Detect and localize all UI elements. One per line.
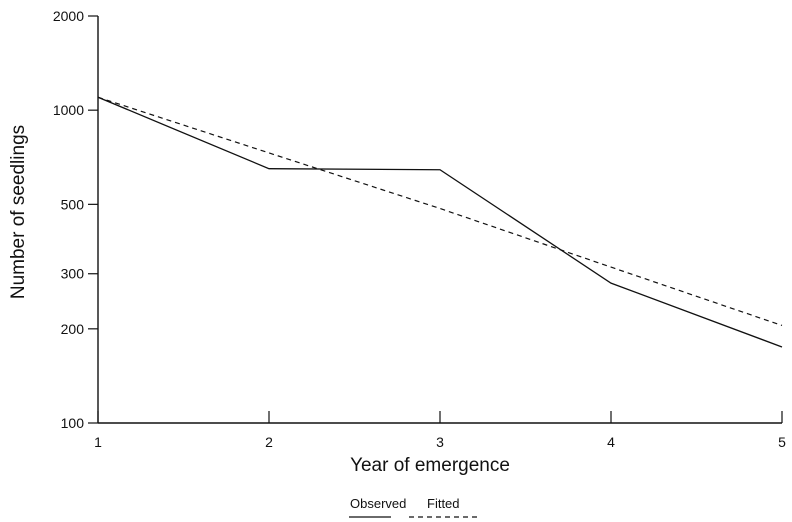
- y-tick-label-1000: 1000: [53, 102, 84, 118]
- x-ticks-layer: 1 2 3 4 5: [94, 411, 786, 450]
- x-tick-label-1: 1: [94, 434, 102, 450]
- legend-fitted-label: Fitted: [427, 496, 460, 511]
- axes-layer: [97, 16, 782, 424]
- y-tick-label-500: 500: [61, 196, 85, 212]
- legend-observed-label: Observed: [350, 496, 406, 511]
- y-tick-label-300: 300: [61, 266, 85, 282]
- observed-series-line: [97, 96, 783, 348]
- x-axis-title: Year of emergence: [350, 455, 510, 476]
- y-ticks-layer: 100 200 300 500 1000 2000: [53, 8, 98, 431]
- x-tick-label-2: 2: [265, 434, 273, 450]
- y-tick-label-2000: 2000: [53, 8, 84, 24]
- legend: Observed Fitted: [349, 496, 481, 518]
- y-tick-label-100: 100: [61, 415, 85, 431]
- series-layer: [97, 96, 783, 348]
- y-tick-label-200: 200: [61, 321, 85, 337]
- x-tick-label-3: 3: [436, 434, 444, 450]
- x-tick-label-4: 4: [607, 434, 615, 450]
- y-axis-title: Number of seedlings: [8, 125, 29, 299]
- x-tick-label-5: 5: [778, 434, 786, 450]
- fitted-series-line: [97, 96, 783, 327]
